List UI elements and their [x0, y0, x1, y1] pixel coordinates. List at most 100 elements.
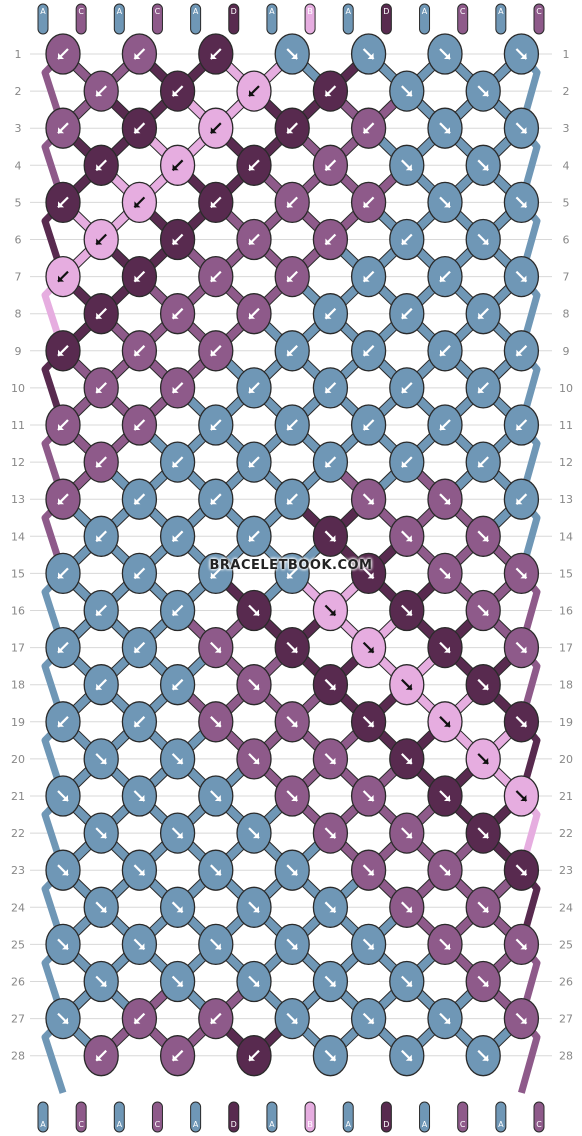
- knot[interactable]: [350, 775, 387, 817]
- knot[interactable]: [350, 33, 387, 75]
- knot[interactable]: [45, 701, 81, 743]
- knot[interactable]: [312, 738, 349, 780]
- knot[interactable]: [427, 107, 463, 149]
- knot[interactable]: [503, 923, 540, 966]
- knot[interactable]: [503, 330, 540, 372]
- knot[interactable]: [121, 255, 158, 298]
- knot[interactable]: [274, 478, 310, 520]
- knot[interactable]: [503, 552, 540, 595]
- knot[interactable]: [121, 330, 158, 372]
- knot[interactable]: [45, 255, 81, 298]
- knot[interactable]: [236, 886, 272, 928]
- knot[interactable]: [503, 107, 540, 149]
- knot[interactable]: [45, 33, 81, 75]
- knot[interactable]: [121, 701, 158, 743]
- knot[interactable]: [312, 367, 349, 409]
- knot[interactable]: [427, 330, 463, 372]
- knot[interactable]: [236, 218, 272, 261]
- knot[interactable]: [83, 1035, 119, 1077]
- knot[interactable]: [389, 70, 425, 112]
- knot[interactable]: [198, 701, 234, 743]
- knot[interactable]: [159, 515, 196, 557]
- knot[interactable]: [121, 849, 158, 891]
- knot[interactable]: [427, 255, 463, 298]
- knot[interactable]: [121, 552, 158, 595]
- knot[interactable]: [236, 812, 272, 854]
- knot[interactable]: [389, 293, 425, 335]
- knot[interactable]: [274, 626, 310, 669]
- knot[interactable]: [389, 515, 425, 557]
- knot[interactable]: [198, 775, 234, 817]
- knot[interactable]: [274, 404, 310, 446]
- knot[interactable]: [312, 144, 349, 186]
- knot[interactable]: [121, 107, 158, 149]
- knot[interactable]: [159, 293, 196, 335]
- knot[interactable]: [236, 70, 272, 112]
- knot[interactable]: [503, 701, 540, 743]
- knot[interactable]: [83, 70, 119, 112]
- knot[interactable]: [236, 738, 272, 780]
- knot[interactable]: [45, 849, 81, 891]
- knot[interactable]: [427, 33, 463, 75]
- knot[interactable]: [274, 923, 310, 966]
- knot[interactable]: [465, 1035, 501, 1077]
- knot[interactable]: [427, 404, 463, 446]
- knot[interactable]: [503, 255, 540, 298]
- knot[interactable]: [312, 589, 349, 632]
- knot[interactable]: [198, 626, 234, 669]
- knot[interactable]: [465, 664, 501, 706]
- knot[interactable]: [389, 738, 425, 780]
- knot[interactable]: [121, 626, 158, 669]
- knot[interactable]: [83, 515, 119, 557]
- knot[interactable]: [350, 923, 387, 966]
- knot[interactable]: [45, 626, 81, 669]
- knot[interactable]: [159, 70, 196, 112]
- knot[interactable]: [465, 738, 501, 780]
- knot[interactable]: [465, 589, 501, 632]
- knot[interactable]: [312, 70, 349, 112]
- knot[interactable]: [83, 144, 119, 186]
- knot[interactable]: [83, 441, 119, 483]
- knot[interactable]: [198, 255, 234, 298]
- knot[interactable]: [274, 33, 310, 75]
- knot[interactable]: [427, 626, 463, 669]
- knot[interactable]: [465, 144, 501, 186]
- knot[interactable]: [83, 812, 119, 854]
- knot[interactable]: [503, 33, 540, 75]
- knot[interactable]: [350, 107, 387, 149]
- knot[interactable]: [236, 293, 272, 335]
- knot[interactable]: [274, 775, 310, 817]
- knot[interactable]: [350, 404, 387, 446]
- knot[interactable]: [274, 181, 310, 224]
- knot[interactable]: [236, 960, 272, 1003]
- knot[interactable]: [159, 589, 196, 632]
- knot[interactable]: [274, 701, 310, 743]
- knot[interactable]: [389, 1035, 425, 1077]
- knot[interactable]: [236, 515, 272, 557]
- knot[interactable]: [274, 330, 310, 372]
- knot[interactable]: [159, 367, 196, 409]
- knot[interactable]: [45, 552, 81, 595]
- knot[interactable]: [503, 626, 540, 669]
- knot[interactable]: [236, 1035, 272, 1077]
- knot[interactable]: [503, 997, 540, 1040]
- knot[interactable]: [389, 144, 425, 186]
- knot[interactable]: [465, 367, 501, 409]
- knot[interactable]: [389, 441, 425, 483]
- knot[interactable]: [121, 478, 158, 520]
- knot[interactable]: [121, 404, 158, 446]
- knot[interactable]: [389, 886, 425, 928]
- knot[interactable]: [198, 404, 234, 446]
- knot[interactable]: [121, 775, 158, 817]
- knot[interactable]: [45, 997, 81, 1040]
- knot[interactable]: [121, 33, 158, 75]
- knot[interactable]: [159, 664, 196, 706]
- knot[interactable]: [350, 330, 387, 372]
- knot[interactable]: [274, 849, 310, 891]
- knot[interactable]: [503, 181, 540, 224]
- knot[interactable]: [121, 923, 158, 966]
- knot[interactable]: [236, 441, 272, 483]
- knot[interactable]: [312, 886, 349, 928]
- knot[interactable]: [427, 997, 463, 1040]
- knot[interactable]: [159, 738, 196, 780]
